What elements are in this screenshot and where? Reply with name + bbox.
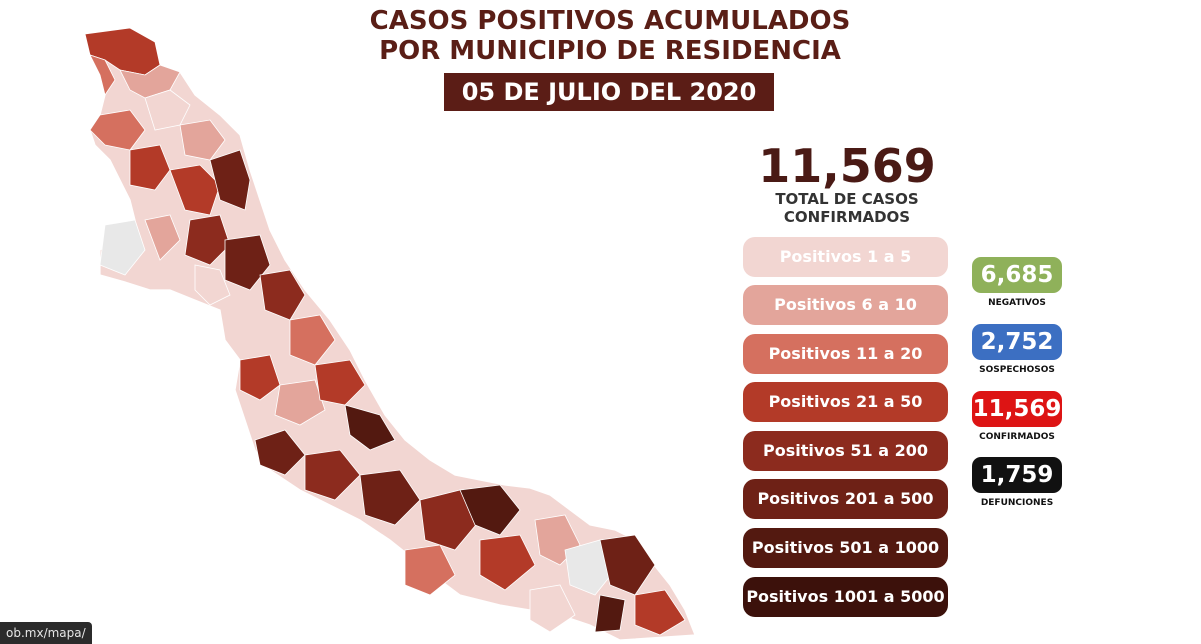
negativos-label: NEGATIVOS	[988, 298, 1046, 308]
legend-pill-11-20: Positivos 11 a 20	[743, 334, 948, 374]
legend-pill-6-10: Positivos 6 a 10	[743, 285, 948, 325]
municipality-33	[594, 594, 626, 633]
confirmados-label: CONFIRMADOS	[979, 432, 1055, 442]
municipality-11	[144, 214, 181, 261]
municipality-31	[634, 589, 686, 636]
confirmados-badge: 11,569	[972, 391, 1062, 427]
municipality-10	[99, 219, 146, 276]
municipality-15	[259, 269, 306, 321]
municipality-7	[129, 144, 171, 191]
municipality-20	[344, 404, 396, 451]
municipality-26	[479, 534, 536, 591]
legend-pill-1-5: Positivos 1 a 5	[743, 237, 948, 277]
municipality-21	[254, 429, 306, 476]
date-banner: 05 DE JULIO DEL 2020	[444, 73, 774, 111]
negativos-badge: 6,685	[972, 257, 1062, 293]
defunciones-badge: 1,759	[972, 457, 1062, 493]
sospechosos-label: SOSPECHOSOS	[979, 365, 1055, 375]
title-line-1: CASOS POSITIVOS ACUMULADOS	[369, 6, 851, 36]
municipality-17	[239, 354, 281, 401]
municipality-19	[314, 359, 366, 406]
municipality-3	[119, 64, 181, 99]
municipality-29	[564, 539, 616, 596]
municipality-9	[209, 149, 251, 211]
municipality-5	[144, 89, 191, 131]
legend-pill-21-50: Positivos 21 a 50	[743, 382, 948, 422]
total-cases-number: 11,569	[758, 139, 936, 193]
municipality-32	[529, 584, 576, 633]
municipality-30	[599, 534, 656, 596]
municipality-24	[419, 489, 481, 551]
municipality-14	[194, 264, 231, 306]
municipality-16	[289, 314, 336, 366]
legend-pill-201-500: Positivos 201 a 500	[743, 479, 948, 519]
legend-pill-1001-5000: Positivos 1001 a 5000	[743, 577, 948, 617]
municipality-6	[179, 119, 226, 161]
veracruz-municipality-map	[84, 27, 696, 641]
defunciones-label: DEFUNCIONES	[980, 498, 1054, 508]
title-line-2: POR MUNICIPIO DE RESIDENCIA	[379, 36, 841, 66]
legend-pill-501-1000: Positivos 501 a 1000	[743, 528, 948, 568]
municipality-25	[459, 484, 521, 536]
municipality-22	[304, 449, 361, 501]
legend-pill-51-200: Positivos 51 a 200	[743, 431, 948, 471]
municipality-12	[184, 214, 231, 266]
municipality-18	[274, 379, 326, 426]
municipality-2	[89, 54, 116, 96]
total-label-line-2: CONFIRMADOS	[783, 208, 911, 226]
sospechosos-badge: 2,752	[972, 324, 1062, 360]
municipality-27	[404, 544, 456, 596]
municipality-23	[359, 469, 421, 526]
municipality-8	[169, 164, 221, 216]
total-label-line-1: TOTAL DE CASOS	[775, 190, 919, 208]
total-cases-label: TOTAL DE CASOS CONFIRMADOS	[740, 190, 954, 226]
browser-status-url: ob.mx/mapa/	[0, 622, 92, 644]
